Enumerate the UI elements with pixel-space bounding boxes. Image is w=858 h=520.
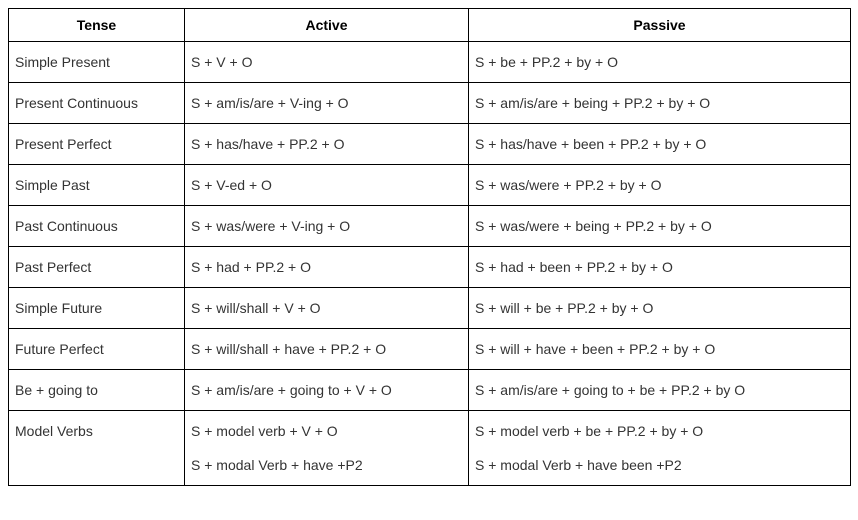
cell-text: Past Perfect	[15, 259, 178, 275]
cell-text: Simple Future	[15, 300, 178, 316]
cell-text: S + am/is/are + going to + V + O	[191, 382, 462, 398]
table-row: Be + going to S + am/is/are + going to + …	[9, 370, 851, 411]
cell-tense: Present Continuous	[9, 83, 185, 124]
cell-text: S + was/were + being + PP.2 + by + O	[475, 218, 844, 234]
cell-active: S + am/is/are + V-ing + O	[185, 83, 469, 124]
cell-text: S + am/is/are + going to + be + PP.2 + b…	[475, 382, 844, 398]
cell-tense: Simple Future	[9, 288, 185, 329]
cell-passive: S + was/were + PP.2 + by + O	[469, 165, 851, 206]
cell-passive: S + was/were + being + PP.2 + by + O	[469, 206, 851, 247]
cell-text: S + will/shall + V + O	[191, 300, 462, 316]
cell-passive: S + am/is/are + being + PP.2 + by + O	[469, 83, 851, 124]
cell-text: Present Perfect	[15, 136, 178, 152]
cell-text: Simple Present	[15, 54, 178, 70]
table-row: Past Perfect S + had + PP.2 + O S + had + …	[9, 247, 851, 288]
cell-text: S + has/have + PP.2 + O	[191, 136, 462, 152]
cell-text: S + V-ed + O	[191, 177, 462, 193]
cell-passive: S + model verb + be + PP.2 + by + O S + m…	[469, 411, 851, 486]
cell-text: Future Perfect	[15, 341, 178, 357]
cell-tense: Past Continuous	[9, 206, 185, 247]
cell-active: S + was/were + V-ing + O	[185, 206, 469, 247]
table-row: Future Perfect S + will/shall + have + PP…	[9, 329, 851, 370]
cell-text: Past Continuous	[15, 218, 178, 234]
cell-tense: Simple Present	[9, 42, 185, 83]
cell-text: Model Verbs	[15, 423, 178, 439]
cell-text: S + will + be + PP.2 + by + O	[475, 300, 844, 316]
cell-passive: S + am/is/are + going to + be + PP.2 + b…	[469, 370, 851, 411]
cell-passive: S + be + PP.2 + by + O	[469, 42, 851, 83]
cell-active: S + V-ed + O	[185, 165, 469, 206]
table-header-row: Tense Active Passive	[9, 9, 851, 42]
cell-passive: S + had + been + PP.2 + by + O	[469, 247, 851, 288]
cell-text: S + model verb + V + O	[191, 423, 462, 439]
table-body: Simple Present S + V + O S + be + PP.2 + b…	[9, 42, 851, 486]
table-row: Simple Past S + V-ed + O S + was/were + PP…	[9, 165, 851, 206]
col-header-tense: Tense	[9, 9, 185, 42]
cell-tense: Be + going to	[9, 370, 185, 411]
cell-active: S + will/shall + V + O	[185, 288, 469, 329]
cell-active: S + am/is/are + going to + V + O	[185, 370, 469, 411]
col-header-active: Active	[185, 9, 469, 42]
cell-tense: Simple Past	[9, 165, 185, 206]
table-row: Present Perfect S + has/have + PP.2 + O S …	[9, 124, 851, 165]
cell-active: S + model verb + V + O S + modal Verb + h…	[185, 411, 469, 486]
cell-text: S + had + been + PP.2 + by + O	[475, 259, 844, 275]
cell-active: S + had + PP.2 + O	[185, 247, 469, 288]
cell-text: Present Continuous	[15, 95, 178, 111]
cell-text: S + was/were + PP.2 + by + O	[475, 177, 844, 193]
cell-tense: Model Verbs	[9, 411, 185, 486]
table-row: Simple Present S + V + O S + be + PP.2 + b…	[9, 42, 851, 83]
cell-tense: Past Perfect	[9, 247, 185, 288]
cell-active: S + has/have + PP.2 + O	[185, 124, 469, 165]
table-row: Present Continuous S + am/is/are + V-ing …	[9, 83, 851, 124]
cell-tense: Future Perfect	[9, 329, 185, 370]
cell-passive: S + has/have + been + PP.2 + by + O	[469, 124, 851, 165]
cell-text: S + be + PP.2 + by + O	[475, 54, 844, 70]
cell-text: Be + going to	[15, 382, 178, 398]
cell-active: S + will/shall + have + PP.2 + O	[185, 329, 469, 370]
cell-text: S + model verb + be + PP.2 + by + O	[475, 423, 844, 439]
cell-text: S + am/is/are + V-ing + O	[191, 95, 462, 111]
cell-text: S + has/have + been + PP.2 + by + O	[475, 136, 844, 152]
cell-passive: S + will + be + PP.2 + by + O	[469, 288, 851, 329]
col-header-passive: Passive	[469, 9, 851, 42]
table-row: Model VerbsS + model verb + V + OS + mod…	[9, 411, 851, 486]
cell-text: S + modal Verb + have +P2	[191, 457, 462, 473]
cell-text: S + V + O	[191, 54, 462, 70]
cell-text: S + will/shall + have + PP.2 + O	[191, 341, 462, 357]
cell-text: Simple Past	[15, 177, 178, 193]
table-row: Simple Future S + will/shall + V + O S + w…	[9, 288, 851, 329]
cell-tense: Present Perfect	[9, 124, 185, 165]
cell-text: S + will + have + been + PP.2 + by + O	[475, 341, 844, 357]
cell-text: S + was/were + V-ing + O	[191, 218, 462, 234]
cell-text: S + modal Verb + have been +P2	[475, 457, 844, 473]
cell-text: S + am/is/are + being + PP.2 + by + O	[475, 95, 844, 111]
tense-voice-table: Tense Active Passive Simple Present S + V…	[8, 8, 851, 486]
cell-text: S + had + PP.2 + O	[191, 259, 462, 275]
cell-active: S + V + O	[185, 42, 469, 83]
cell-passive: S + will + have + been + PP.2 + by + O	[469, 329, 851, 370]
table-row: Past Continuous S + was/were + V-ing + O S…	[9, 206, 851, 247]
